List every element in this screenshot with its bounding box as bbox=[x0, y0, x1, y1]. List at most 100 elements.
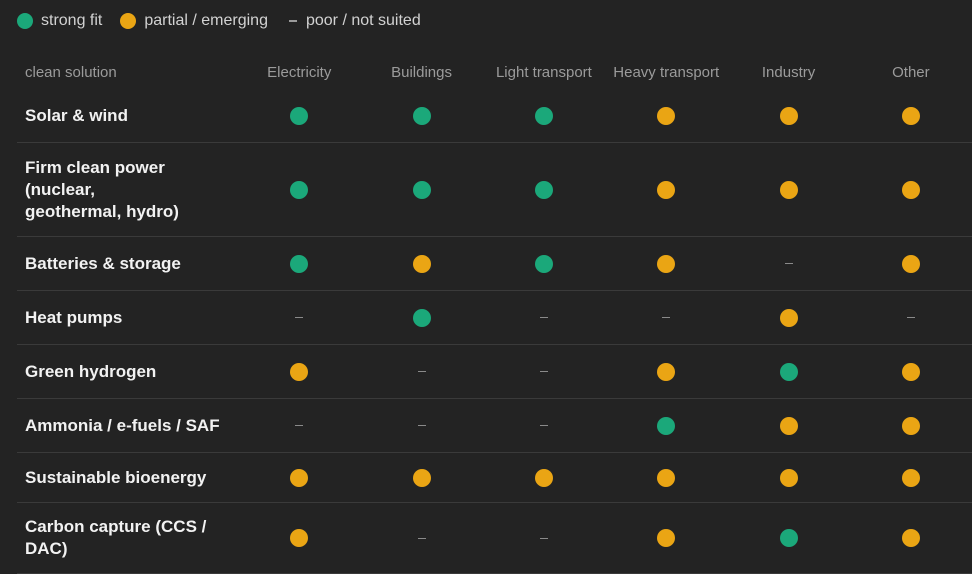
matrix-cell bbox=[238, 468, 360, 487]
poor-dash-icon bbox=[295, 425, 304, 426]
row-label: Heat pumps bbox=[25, 307, 123, 327]
row-label: Green hydrogen bbox=[25, 361, 157, 381]
matrix-cell bbox=[483, 425, 605, 426]
poor-dash-icon bbox=[784, 263, 793, 264]
matrix-cell bbox=[238, 180, 360, 199]
matrix-cell bbox=[238, 529, 360, 547]
row-label-cell: Solar & wind bbox=[17, 105, 238, 127]
column-header: Industry bbox=[761, 63, 816, 81]
partial-dot-icon bbox=[901, 468, 920, 487]
table-row: Solar & wind bbox=[17, 90, 972, 143]
row-label-cell: Firm clean power (nuclear, geothermal, h… bbox=[17, 157, 238, 223]
matrix-cell bbox=[360, 254, 482, 273]
poor-dash-icon bbox=[295, 317, 304, 318]
matrix-cell bbox=[605, 317, 727, 318]
matrix-cell bbox=[238, 107, 360, 125]
column-header: Buildings bbox=[391, 63, 452, 81]
partial-dot-icon bbox=[779, 416, 798, 435]
partial-dot-icon bbox=[901, 529, 920, 547]
legend-partial: partial / emerging bbox=[120, 12, 268, 30]
row-label: Sustainable bioenergy bbox=[25, 467, 207, 487]
matrix-cell bbox=[850, 107, 972, 125]
row-label: Carbon capture (CCS / DAC) bbox=[25, 517, 207, 558]
matrix-cell bbox=[727, 362, 849, 381]
strong-fit-dot-icon bbox=[17, 13, 33, 29]
matrix-cell bbox=[360, 107, 482, 125]
matrix-cell bbox=[483, 107, 605, 125]
matrix-cell bbox=[360, 371, 482, 372]
strong-fit-dot-icon bbox=[534, 180, 553, 199]
legend-strong: strong fit bbox=[17, 12, 102, 30]
matrix-cell bbox=[360, 425, 482, 426]
matrix-cell bbox=[605, 254, 727, 273]
matrix-cell bbox=[850, 180, 972, 199]
column-header: Heavy transport bbox=[613, 63, 720, 81]
poor-dash-icon bbox=[417, 537, 426, 539]
row-label-cell: Ammonia / e-fuels / SAF bbox=[17, 415, 238, 437]
legend-partial-label: partial / emerging bbox=[144, 12, 268, 29]
strong-fit-dot-icon bbox=[290, 180, 309, 199]
partial-dot-icon bbox=[779, 107, 798, 125]
partial-dot-icon bbox=[779, 308, 798, 327]
partial-dot-icon bbox=[901, 416, 920, 435]
partial-dot-icon bbox=[657, 362, 676, 381]
table-row: Batteries & storage bbox=[17, 237, 972, 291]
matrix-cell bbox=[483, 468, 605, 487]
partial-dot-icon bbox=[657, 468, 676, 487]
strong-fit-dot-icon bbox=[534, 254, 553, 273]
matrix-cell bbox=[727, 308, 849, 327]
matrix-cell bbox=[850, 254, 972, 273]
legend-poor-label: poor / not suited bbox=[305, 12, 421, 29]
row-label: Ammonia / e-fuels / SAF bbox=[25, 415, 220, 435]
strong-fit-dot-icon bbox=[779, 362, 798, 381]
poor-dash-icon bbox=[539, 317, 548, 318]
row-label: Batteries & storage bbox=[25, 253, 181, 273]
row-label: Solar & wind bbox=[25, 106, 128, 125]
partial-dot-icon bbox=[412, 468, 431, 487]
table-row: Sustainable bioenergy bbox=[17, 453, 972, 503]
matrix-cell bbox=[850, 362, 972, 381]
row-label-cell: Sustainable bioenergy bbox=[17, 467, 238, 489]
matrix-cell bbox=[360, 308, 482, 327]
table-row: Ammonia / e-fuels / SAF bbox=[17, 399, 972, 453]
strong-fit-dot-icon bbox=[412, 107, 431, 125]
matrix-cell bbox=[850, 529, 972, 547]
matrix-cell bbox=[605, 107, 727, 125]
matrix-cell bbox=[727, 263, 849, 264]
table-row: Heat pumps bbox=[17, 291, 972, 345]
matrix-cell bbox=[727, 180, 849, 199]
matrix-cell bbox=[483, 254, 605, 273]
matrix-cell bbox=[605, 529, 727, 547]
strong-fit-dot-icon bbox=[290, 107, 309, 125]
partial-dot-icon bbox=[657, 529, 676, 547]
poor-dash-icon bbox=[539, 537, 548, 539]
table-header: clean solution Electricity Buildings Lig… bbox=[17, 54, 972, 90]
matrix-cell bbox=[605, 416, 727, 435]
partial-dot-icon bbox=[290, 529, 309, 547]
matrix-cell bbox=[605, 180, 727, 199]
matrix-cell bbox=[727, 529, 849, 547]
table-row: Carbon capture (CCS / DAC) bbox=[17, 503, 972, 574]
poor-dash-icon bbox=[662, 317, 671, 318]
column-header: Other bbox=[892, 63, 930, 81]
row-label-cell: Heat pumps bbox=[17, 307, 238, 329]
legend: strong fit partial / emerging poor / not… bbox=[17, 11, 439, 31]
partial-dot-icon bbox=[120, 13, 137, 29]
strong-fit-dot-icon bbox=[779, 529, 798, 547]
matrix-cell bbox=[238, 317, 360, 318]
matrix-cell bbox=[605, 468, 727, 487]
matrix-cell bbox=[483, 317, 605, 318]
partial-dot-icon bbox=[657, 180, 676, 199]
legend-poor: poor / not suited bbox=[286, 12, 421, 30]
partial-dot-icon bbox=[901, 362, 920, 381]
matrix-cell bbox=[850, 416, 972, 435]
poor-dash-icon bbox=[906, 317, 915, 318]
strong-fit-dot-icon bbox=[657, 416, 676, 435]
partial-dot-icon bbox=[901, 180, 920, 199]
partial-dot-icon bbox=[290, 468, 309, 487]
poor-dash-icon bbox=[417, 425, 426, 426]
table-row: Firm clean power (nuclear, geothermal, h… bbox=[17, 143, 972, 237]
partial-dot-icon bbox=[901, 107, 920, 125]
matrix-cell bbox=[483, 537, 605, 539]
matrix-cell bbox=[238, 254, 360, 273]
